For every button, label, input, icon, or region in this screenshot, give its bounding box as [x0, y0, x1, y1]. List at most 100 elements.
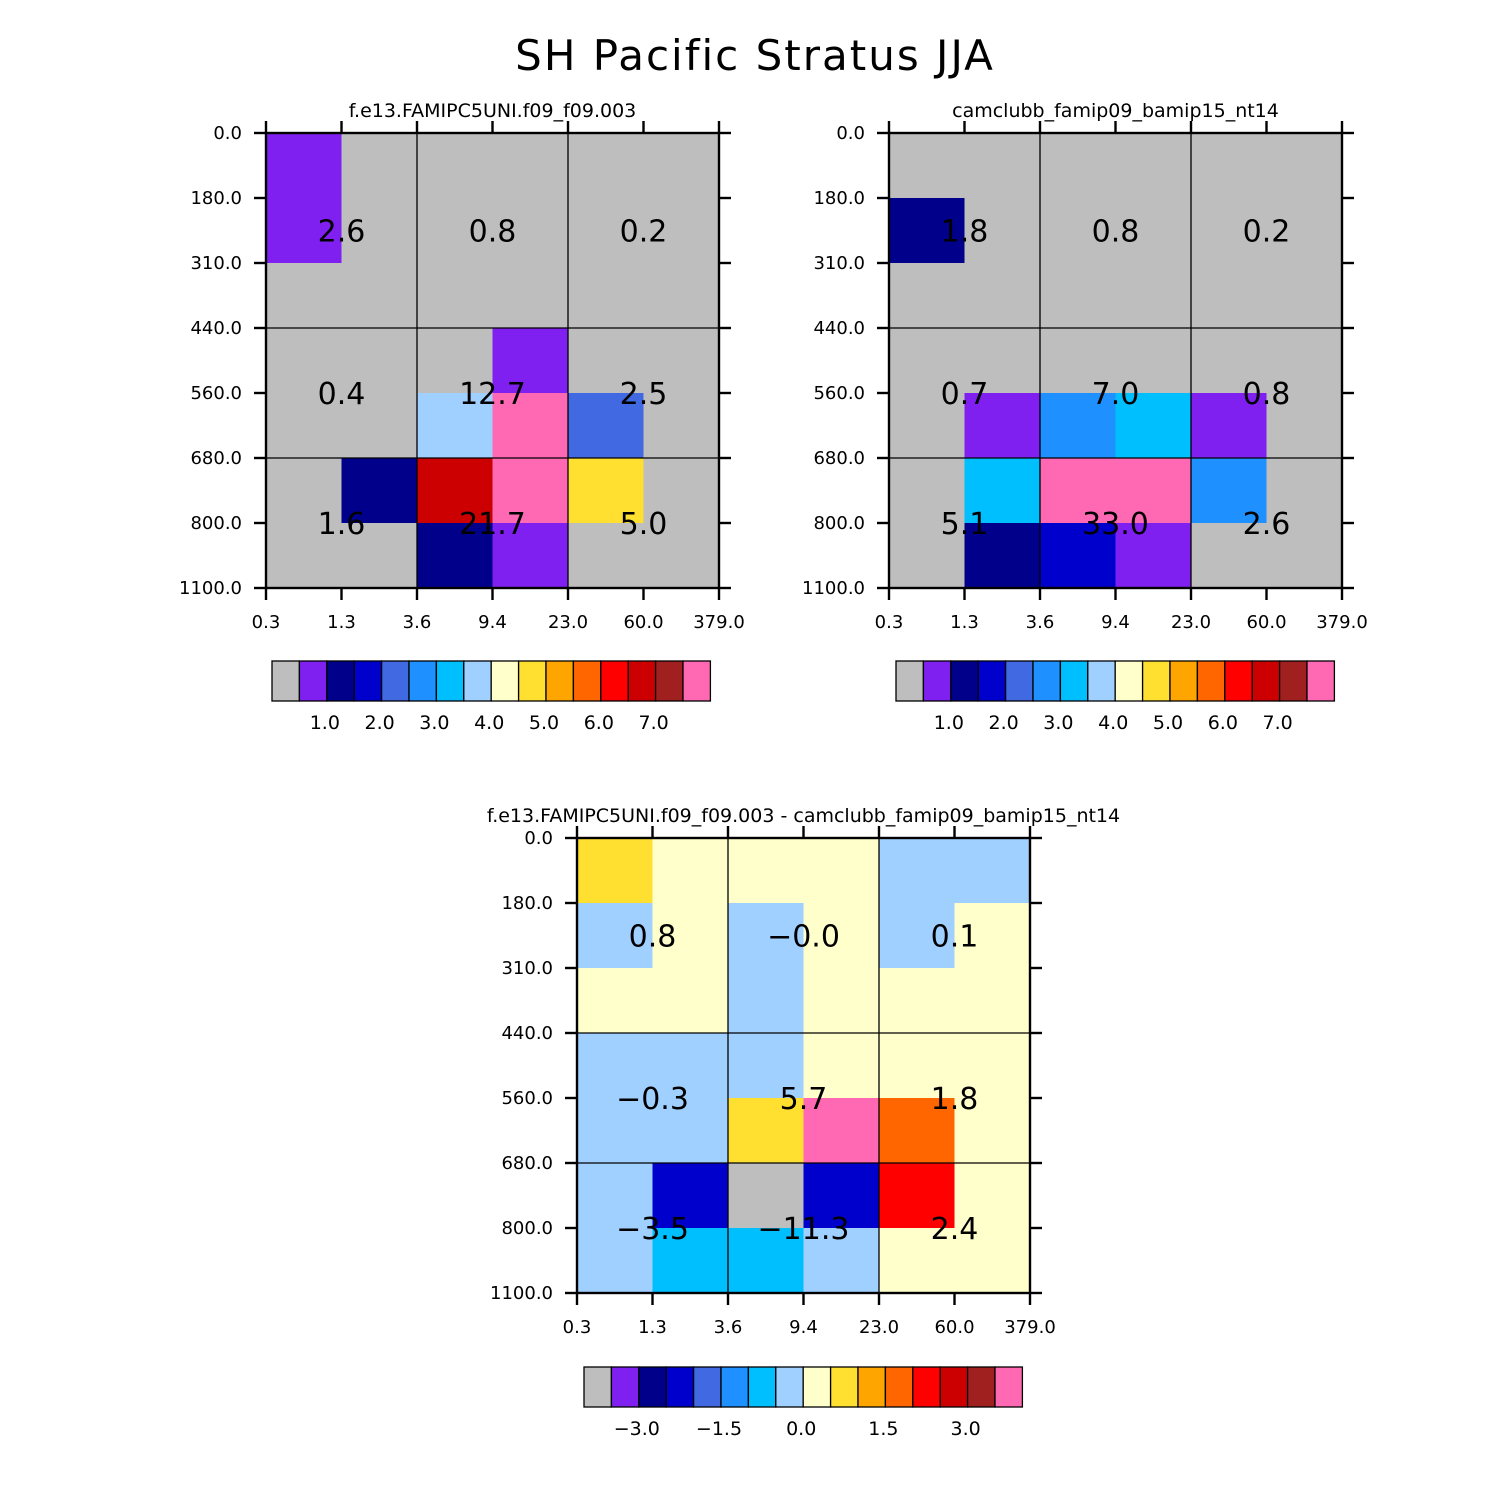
box-value-label: 0.8 [469, 215, 517, 250]
colorbar-label: 1.0 [934, 712, 964, 734]
y-tick-label: 440.0 [190, 318, 242, 339]
heatmap-cell [417, 328, 494, 394]
colorbar-swatch [600, 660, 629, 702]
y-tick-label: 180.0 [501, 893, 553, 914]
heatmap-cell [1266, 523, 1343, 589]
x-tick-label: 0.3 [252, 612, 281, 633]
colorbar-swatch [490, 660, 520, 702]
colorbar-label: 5.0 [529, 712, 559, 734]
colorbar-swatch [922, 660, 952, 702]
heatmap-cell [879, 1033, 956, 1099]
heatmap-cell [417, 458, 494, 524]
colorbar-label: 6.0 [1208, 712, 1238, 734]
y-tick-label: 680.0 [813, 448, 865, 469]
colorbar-swatch [572, 660, 602, 702]
heatmap-cell [577, 1033, 654, 1099]
heatmap-cell [341, 263, 418, 329]
colorbar-swatch [326, 660, 355, 702]
heatmap-cell [1040, 393, 1117, 459]
heatmap-cell [568, 458, 645, 524]
colorbar-label: 4.0 [474, 712, 504, 734]
heatmap-cell [803, 1033, 880, 1099]
heatmap-cell [1266, 133, 1343, 199]
heatmap-cell [964, 133, 1041, 199]
panel-clubb-run: camclubb_famip09_bamip15_nt14 0.0 180.0 310… [802, 100, 1368, 734]
heatmap-cell [964, 328, 1041, 394]
heatmap-cell [266, 133, 343, 199]
box-value-label: 2.5 [620, 377, 668, 412]
heatmap-cell [954, 968, 1031, 1034]
box-value-label: 0.7 [941, 377, 989, 412]
colorbar-swatch [884, 1366, 914, 1408]
y-tick-label: 180.0 [813, 188, 865, 209]
heatmap-cell [964, 458, 1041, 524]
colorbar-label: 3.0 [950, 1418, 980, 1440]
colorbar-swatch [1196, 660, 1226, 702]
y-tick-label: 0.0 [524, 828, 553, 849]
heatmap-cell [266, 263, 343, 329]
heatmap-cell [964, 393, 1041, 459]
y-tick-label: 310.0 [501, 958, 553, 979]
colorbar-swatch [950, 660, 979, 702]
colorbar-swatch [271, 660, 301, 702]
colorbar-swatch [583, 1366, 613, 1408]
colorbar-swatch [545, 660, 575, 702]
colorbar-swatch [517, 660, 547, 702]
panel-subtitle: f.e13.FAMIPC5UNI.f09_f09.003 [349, 100, 637, 122]
colorbar-swatch [966, 1366, 996, 1408]
heatmap-cell [1040, 328, 1117, 394]
colorbar-label: 7.0 [638, 712, 668, 734]
heatmap-cell [889, 198, 966, 264]
colorbar-swatch [610, 1366, 640, 1408]
colorbar-label: 4.0 [1098, 712, 1128, 734]
box-value-label: 0.4 [318, 377, 366, 412]
x-tick-label: 3.6 [403, 612, 432, 633]
colorbar-swatch [638, 1366, 667, 1408]
heatmap-cell [728, 903, 805, 969]
heatmap-cell [417, 133, 494, 199]
heatmap-cell [417, 393, 494, 459]
box-value-label: 0.1 [931, 920, 979, 955]
x-tick-label: 60.0 [934, 1317, 974, 1338]
y-tick-label: 0.0 [213, 123, 242, 144]
colorbar-swatch [994, 1366, 1024, 1408]
heatmap-cell [964, 263, 1041, 329]
heatmap-cell [492, 133, 569, 199]
y-tick-label: 440.0 [501, 1023, 553, 1044]
panel-subtitle: f.e13.FAMIPC5UNI.f09_f09.003 - camclubb_… [487, 805, 1120, 827]
heatmap-cell [341, 198, 418, 264]
x-tick-label: 23.0 [548, 612, 588, 633]
heatmap-cell [728, 1228, 805, 1294]
colorbar-label: 3.0 [419, 712, 449, 734]
colorbar-swatch [829, 1366, 859, 1408]
heatmap-cell [889, 328, 966, 394]
heatmap-cell [492, 523, 569, 589]
heatmap-cell [577, 1228, 654, 1294]
x-tick-label: 379.0 [1004, 1317, 1056, 1338]
colorbar-label: 1.5 [868, 1418, 898, 1440]
colorbar-swatch [682, 660, 712, 702]
heatmap-cell [879, 968, 956, 1034]
heatmap-cell [803, 1163, 880, 1229]
box-value-label: 7.0 [1092, 377, 1140, 412]
heatmap-cell [643, 393, 720, 459]
figure-title: SH Pacific Stratus JJA [515, 31, 995, 80]
heatmap-cell [577, 968, 654, 1034]
heatmap-cell [652, 838, 729, 904]
heatmap-cell [652, 968, 729, 1034]
box-value-label: 2.6 [1243, 507, 1291, 542]
heatmap-cell [1191, 198, 1268, 264]
y-tick-label: 1100.0 [802, 578, 865, 599]
x-tick-label: 3.6 [714, 1317, 743, 1338]
heatmap-cell [266, 458, 343, 524]
box-value-label: 5.1 [941, 507, 989, 542]
heatmap-cell [803, 1098, 880, 1164]
heatmap-cell [728, 1163, 805, 1229]
heatmap-cell [568, 393, 645, 459]
heatmap-cell [643, 133, 720, 199]
heatmap-cell [568, 263, 645, 329]
heatmap-cell [879, 1228, 956, 1294]
heatmap-cell [803, 838, 880, 904]
heatmap-cell [652, 903, 729, 969]
colorbar-swatch [435, 660, 465, 702]
